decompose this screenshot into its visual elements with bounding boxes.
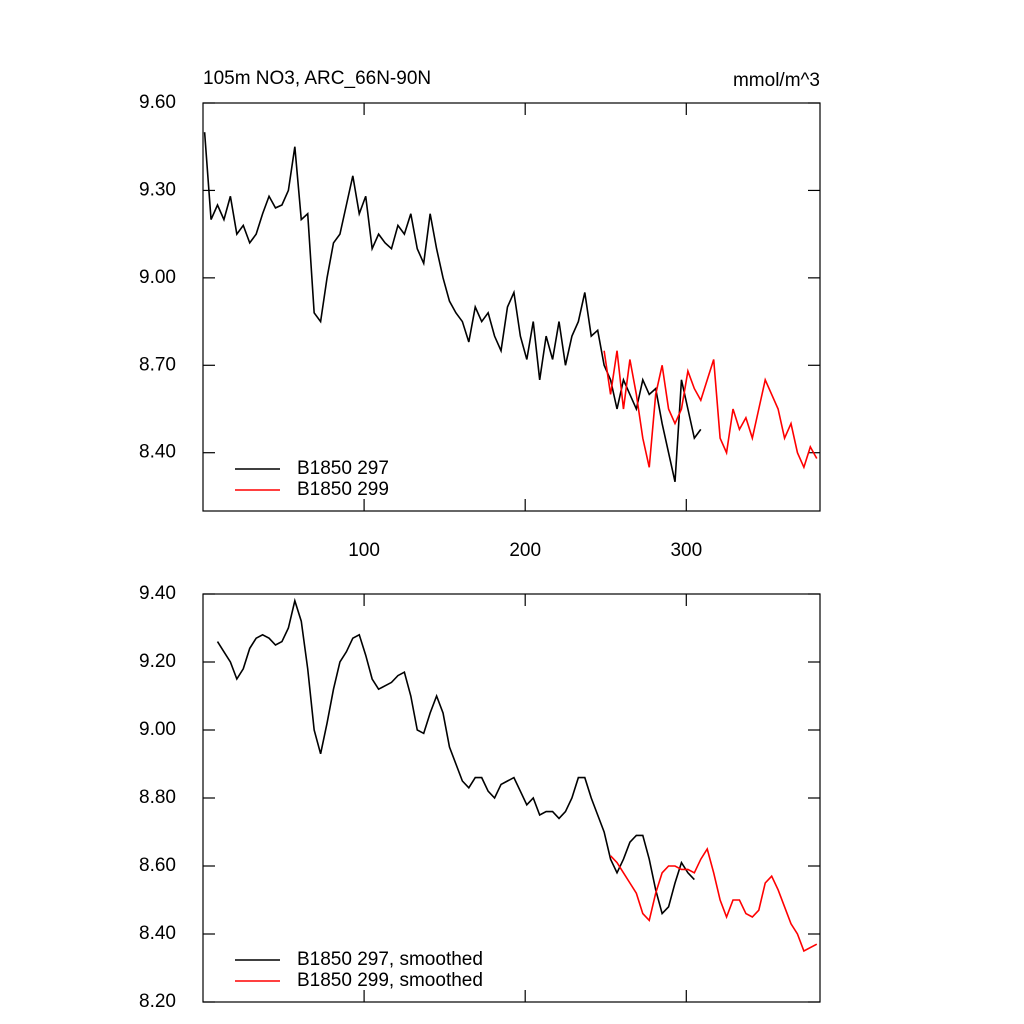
series-line [216, 597, 695, 916]
y-tick-label: 8.40 [139, 442, 176, 463]
y-tick-label: 9.00 [139, 267, 176, 288]
y-tick-label: 8.40 [139, 923, 176, 944]
plot-frame [202, 102, 821, 512]
y-tick-label: 9.60 [139, 92, 176, 113]
chart-title: 105m NO3, ARC_66N-90N [203, 68, 431, 89]
series-line [609, 847, 818, 953]
series-line [203, 132, 702, 483]
legend-label: B1850 297, smoothed [297, 949, 483, 970]
series-line [603, 350, 818, 470]
y-tick-label: 8.60 [139, 855, 176, 876]
y-tick-label: 9.40 [139, 583, 176, 604]
units-label: mmol/m^3 [733, 70, 820, 91]
y-tick-label: 8.70 [139, 354, 176, 375]
x-tick-label: 100 [348, 540, 380, 561]
y-tick-label: 8.80 [139, 787, 176, 808]
legend-label: B1850 299 [297, 479, 389, 500]
x-tick-label: 200 [509, 540, 541, 561]
y-tick-label: 9.00 [139, 719, 176, 740]
legend-label: B1850 299, smoothed [297, 970, 483, 991]
y-tick-label: 9.30 [139, 179, 176, 200]
y-tick-label: 8.20 [139, 991, 176, 1012]
legend-label: B1850 297 [297, 458, 389, 479]
x-tick-label: 300 [670, 540, 702, 561]
plot-frame [202, 593, 821, 1003]
y-tick-label: 9.20 [139, 651, 176, 672]
